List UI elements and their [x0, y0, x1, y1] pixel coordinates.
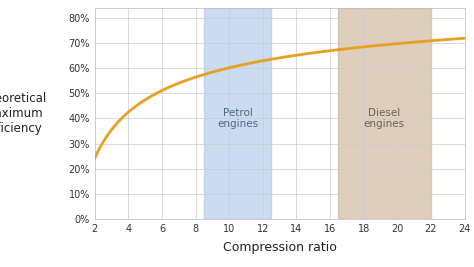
Bar: [338, 8, 431, 219]
Bar: [204, 8, 271, 219]
X-axis label: Compression ratio: Compression ratio: [223, 241, 337, 254]
Text: Diesel
engines: Diesel engines: [363, 108, 404, 129]
Y-axis label: Theoretical
maximum
efficiency: Theoretical maximum efficiency: [0, 92, 46, 135]
Text: Petrol
engines: Petrol engines: [217, 108, 258, 129]
